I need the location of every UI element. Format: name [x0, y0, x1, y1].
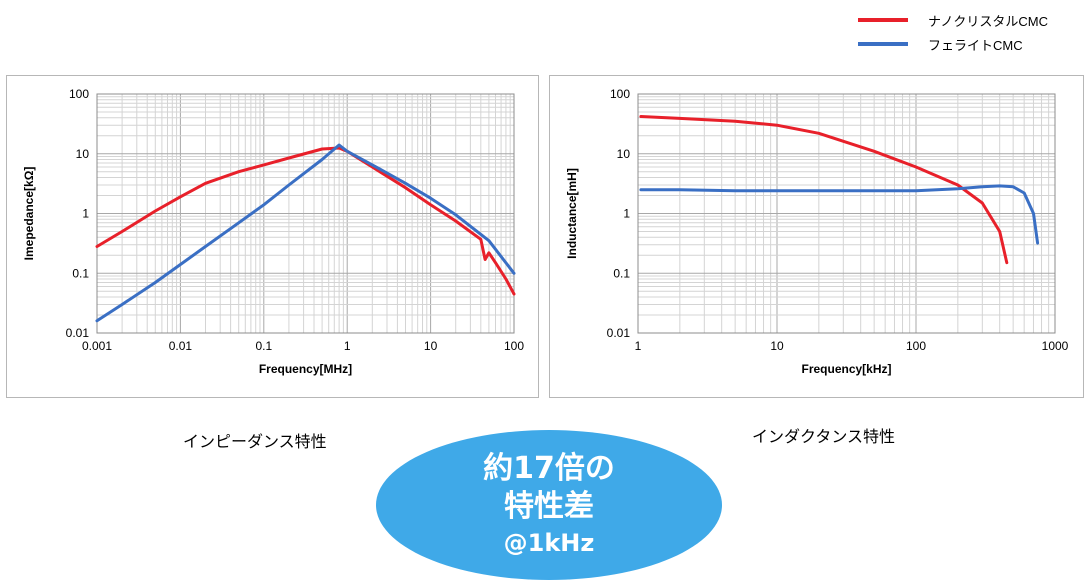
y-tick-label: 0.01	[607, 326, 631, 340]
x-tick-label: 1	[635, 339, 642, 353]
x-tick-label: 0.01	[169, 339, 193, 353]
x-tick-label: 100	[504, 339, 524, 353]
inductance-chart: 1 10 100 1000 0.01 0.1 1 10 100 Frequency[kHz] Ind…	[565, 87, 1069, 376]
series-line-nanocrystal	[639, 115, 1009, 265]
bubble-line-1: 約17倍の	[483, 451, 615, 486]
y-tick-label: 0.01	[66, 326, 90, 340]
impedance-chart-panel: 0.001 0.01 0.1 1 10 100 0.01 0.1 1 10 100 Frequency…	[6, 75, 539, 398]
grid	[637, 94, 1055, 334]
x-axis-label: Frequency[MHz]	[259, 362, 352, 376]
grid	[96, 94, 514, 334]
y-tick-label: 100	[610, 87, 630, 101]
y-tick-label: 10	[76, 147, 90, 161]
x-tick-label: 10	[424, 339, 438, 353]
legend-label: フェライトCMC	[928, 37, 1023, 53]
y-tick-label: 1	[82, 207, 89, 221]
legend-item-nanocrystal: ナノクリスタルCMC	[858, 8, 1078, 32]
x-tick-label: 0.001	[82, 339, 112, 353]
x-tick-label: 1000	[1042, 339, 1069, 353]
y-tick-label: 0.1	[613, 266, 630, 280]
impedance-caption: インピーダンス特性	[183, 434, 327, 451]
y-tick-label: 1	[623, 207, 630, 221]
x-tick-label: 1	[344, 339, 351, 353]
y-tick-label: 10	[617, 147, 631, 161]
inductance-caption: インダクタンス特性	[752, 429, 896, 446]
series-line-ferrite	[95, 143, 516, 323]
x-tick-label: 0.1	[255, 339, 272, 353]
impedance-chart: 0.001 0.01 0.1 1 10 1000.010.1110100Frequency…	[22, 87, 524, 376]
y-tick-label: 0.1	[72, 266, 89, 280]
y-axis-label: Imepedance[kΩ]	[22, 167, 36, 261]
legend-item-ferrite: フェライトCMC	[858, 32, 1078, 56]
y-axis-label: Inductance[mH]	[565, 168, 579, 259]
legend-swatch-ferrite	[858, 42, 908, 46]
x-tick-label: 10	[770, 339, 784, 353]
legend-label: ナノクリスタルCMC	[928, 13, 1048, 29]
x-tick-label: 100	[906, 339, 926, 353]
y-tick-label: 100	[69, 87, 89, 101]
series-line-ferrite	[639, 184, 1040, 245]
difference-bubble: 約17倍の 特性差 @1kHz	[376, 430, 722, 580]
legend-swatch-nanocrystal	[858, 18, 908, 22]
bubble-line-2: 特性差	[504, 489, 594, 524]
inductance-chart-panel: 1 10 100 1000 0.01 0.1 1 10 100 Frequency[kHz] Ind…	[549, 75, 1084, 398]
plot-frame	[96, 93, 515, 334]
legend: ナノクリスタルCMC フェライトCMC	[858, 8, 1078, 56]
bubble-line-3: @1kHz	[503, 529, 595, 557]
plot-frame	[637, 93, 1056, 334]
series-line-nanocrystal	[95, 146, 516, 296]
x-axis-label: Frequency[kHz]	[801, 362, 891, 376]
